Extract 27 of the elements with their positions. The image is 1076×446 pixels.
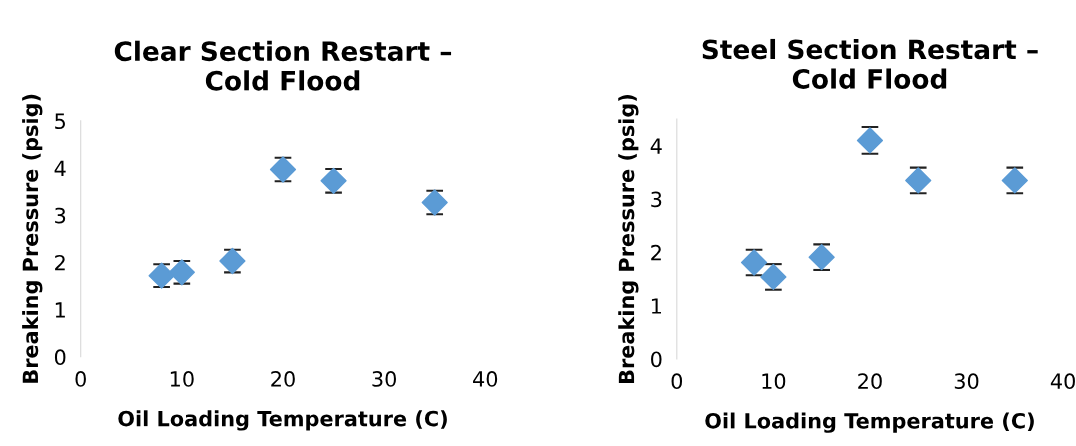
x-tick-label: 10 (762, 373, 786, 390)
y-tick-label: 3 (651, 191, 662, 208)
y-tick-label: 1 (651, 298, 661, 314)
chart-title: Clear Section Restart – Cold Flood (114, 40, 452, 91)
x-tick-label: 30 (954, 373, 979, 390)
x-tick-label: 20 (271, 371, 295, 387)
x-axis-title: Oil Loading Temperature (C) (118, 410, 447, 431)
x-tick-label: 40 (473, 371, 498, 387)
x-axis-title: Oil Loading Temperature (C) (705, 412, 1034, 433)
chart-title: Steel Section Restart – Cold Flood (702, 38, 1038, 89)
x-tick-label: 0 (75, 371, 86, 387)
y-tick-label: 0 (54, 349, 66, 366)
y-tick-label: 2 (651, 244, 661, 261)
y-tick-label: 5 (55, 113, 65, 130)
x-tick-label: 0 (671, 373, 683, 390)
x-tick-label: 30 (372, 371, 396, 387)
y-axis-title: Breaking Pressure (psig) (618, 94, 639, 383)
y-tick-label: 0 (651, 351, 662, 368)
y-tick-label: 4 (54, 160, 66, 176)
x-tick-label: 40 (1050, 373, 1075, 390)
y-tick-label: 4 (650, 138, 662, 154)
x-tick-label: 10 (170, 371, 194, 387)
y-tick-label: 1 (55, 302, 65, 318)
y-axis-title: Breaking Pressure (psig) (22, 94, 43, 383)
y-tick-label: 2 (55, 254, 65, 271)
y-tick-label: 3 (55, 207, 66, 224)
x-tick-label: 20 (858, 373, 882, 390)
